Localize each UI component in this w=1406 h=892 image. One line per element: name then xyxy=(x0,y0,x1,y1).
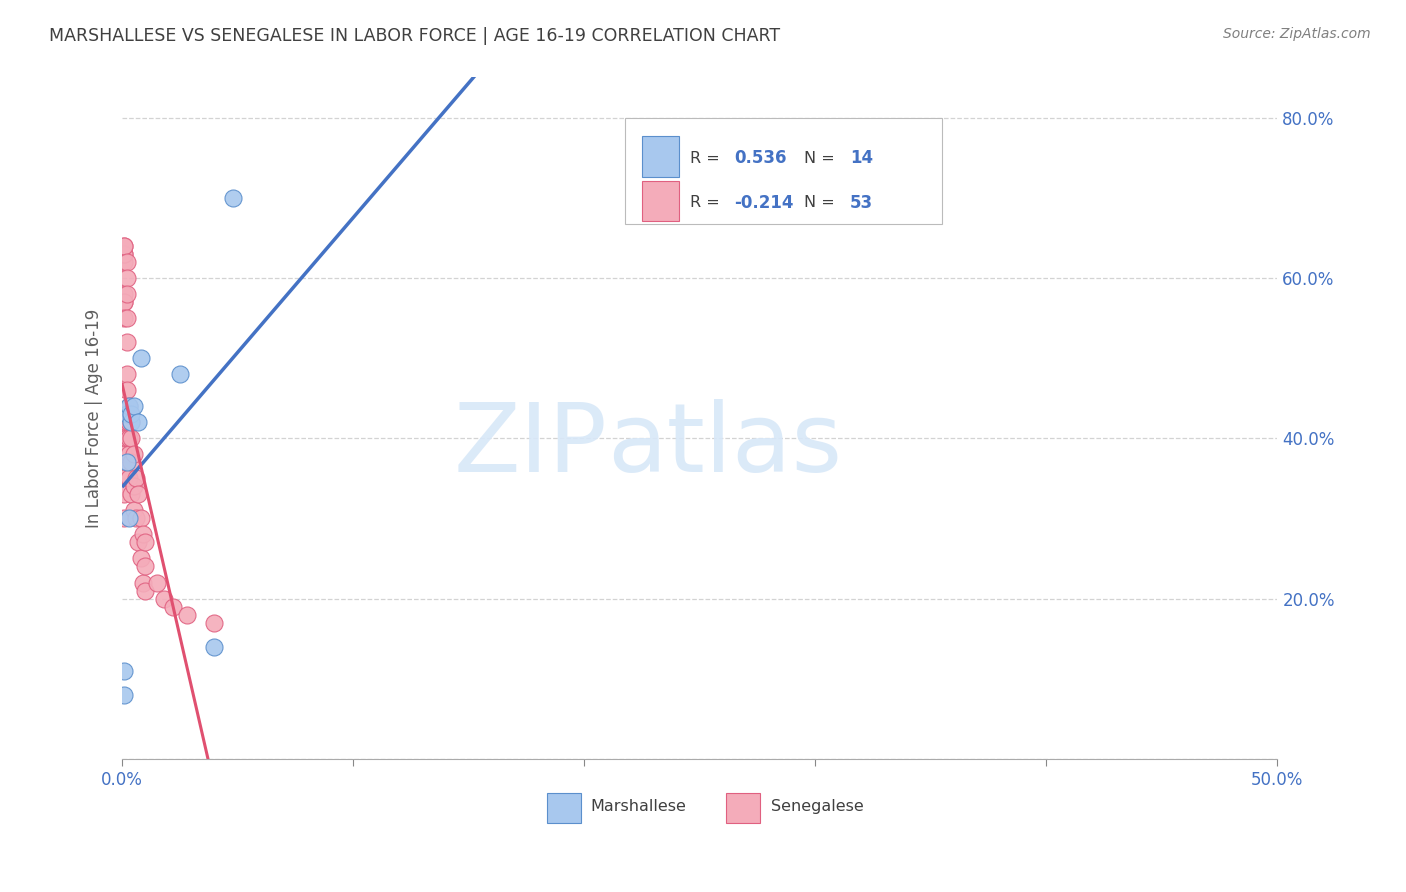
Point xyxy=(115,334,138,349)
Text: ZIP: ZIP xyxy=(453,399,607,491)
FancyBboxPatch shape xyxy=(547,793,581,823)
Text: Senegalese: Senegalese xyxy=(772,799,865,814)
Text: Marshallese: Marshallese xyxy=(591,799,686,814)
Point xyxy=(145,575,167,590)
Point xyxy=(120,415,142,429)
Point xyxy=(122,479,145,493)
Point xyxy=(169,367,191,381)
Point xyxy=(134,535,156,549)
Point xyxy=(132,527,155,541)
Point xyxy=(112,294,135,309)
Point xyxy=(176,607,198,622)
Point xyxy=(129,511,152,525)
Point xyxy=(112,286,135,301)
Point xyxy=(152,591,174,606)
Point xyxy=(222,191,245,205)
Text: R =: R = xyxy=(690,151,725,166)
Text: 14: 14 xyxy=(849,149,873,168)
Text: 53: 53 xyxy=(849,194,873,211)
Text: R =: R = xyxy=(690,195,725,211)
Point xyxy=(127,487,149,501)
Point xyxy=(115,455,138,469)
Point xyxy=(204,640,226,654)
Point xyxy=(125,511,148,525)
Point xyxy=(204,615,226,630)
Point xyxy=(112,294,135,309)
Point xyxy=(115,255,138,269)
Point xyxy=(125,471,148,485)
Point xyxy=(132,575,155,590)
Point xyxy=(120,487,142,501)
Point xyxy=(112,511,135,525)
Point xyxy=(112,447,135,461)
Point xyxy=(129,351,152,365)
Point xyxy=(120,407,142,421)
Point xyxy=(118,399,141,413)
Point xyxy=(122,399,145,413)
Text: N =: N = xyxy=(804,195,839,211)
Point xyxy=(134,583,156,598)
Point xyxy=(112,310,135,325)
Point xyxy=(115,367,138,381)
Point xyxy=(112,255,135,269)
Text: MARSHALLESE VS SENEGALESE IN LABOR FORCE | AGE 16-19 CORRELATION CHART: MARSHALLESE VS SENEGALESE IN LABOR FORCE… xyxy=(49,27,780,45)
Point xyxy=(118,471,141,485)
Point xyxy=(127,535,149,549)
Point xyxy=(134,559,156,574)
Point xyxy=(120,455,142,469)
Point xyxy=(115,407,138,421)
Point xyxy=(115,415,138,429)
Point xyxy=(129,551,152,566)
Point xyxy=(118,511,141,525)
Point xyxy=(127,415,149,429)
Text: Source: ZipAtlas.com: Source: ZipAtlas.com xyxy=(1223,27,1371,41)
Point xyxy=(118,447,141,461)
Point xyxy=(112,247,135,261)
Point xyxy=(120,415,142,429)
FancyBboxPatch shape xyxy=(624,119,942,224)
Text: -0.214: -0.214 xyxy=(734,194,794,211)
Point xyxy=(120,431,142,445)
Point xyxy=(112,447,135,461)
Point xyxy=(118,399,141,413)
FancyBboxPatch shape xyxy=(727,793,759,823)
Point xyxy=(122,447,145,461)
Point xyxy=(162,599,184,614)
Point xyxy=(115,431,138,445)
Point xyxy=(112,664,135,678)
FancyBboxPatch shape xyxy=(643,181,679,221)
Text: atlas: atlas xyxy=(607,399,842,491)
Point xyxy=(118,431,141,445)
Point xyxy=(115,271,138,285)
Point xyxy=(115,383,138,397)
Point xyxy=(112,415,135,429)
Point xyxy=(112,487,135,501)
Point xyxy=(112,463,135,477)
FancyBboxPatch shape xyxy=(643,136,679,177)
Point xyxy=(112,239,135,253)
Y-axis label: In Labor Force | Age 16-19: In Labor Force | Age 16-19 xyxy=(86,309,103,528)
Point xyxy=(115,286,138,301)
Text: 0.536: 0.536 xyxy=(734,149,787,168)
Point xyxy=(112,688,135,702)
Point xyxy=(112,247,135,261)
Point xyxy=(112,471,135,485)
Point xyxy=(115,310,138,325)
Point xyxy=(122,503,145,517)
Point xyxy=(112,239,135,253)
Text: N =: N = xyxy=(804,151,839,166)
Point xyxy=(118,415,141,429)
